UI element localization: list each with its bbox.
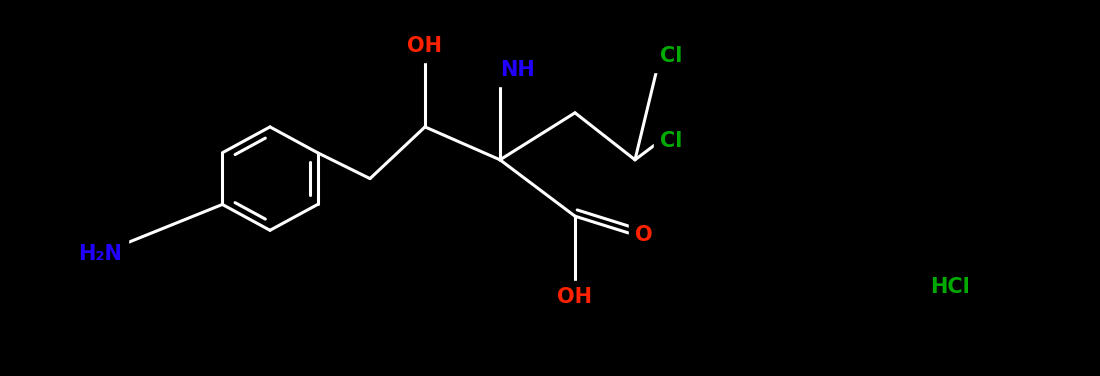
Text: H₂N: H₂N [78, 244, 122, 264]
Text: O: O [635, 225, 652, 245]
Text: OH: OH [407, 36, 442, 56]
Text: NH: NH [500, 60, 535, 80]
Text: HCl: HCl [931, 277, 970, 297]
Text: OH: OH [558, 287, 593, 307]
Text: Cl: Cl [660, 131, 682, 151]
Text: Cl: Cl [660, 46, 682, 67]
